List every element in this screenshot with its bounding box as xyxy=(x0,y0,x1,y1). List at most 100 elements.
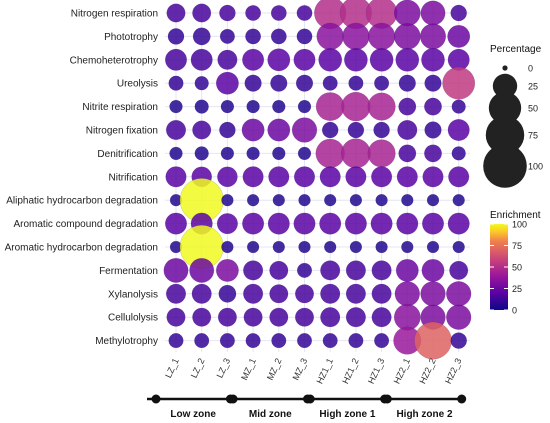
bubble xyxy=(345,260,366,281)
color-legend-label: 75 xyxy=(512,241,522,251)
bubble xyxy=(297,146,312,161)
row-label: Xylanolysis xyxy=(108,289,158,300)
color-legend-title: Enrichment xyxy=(490,210,541,221)
color-legend-label: 100 xyxy=(512,220,527,230)
bubble xyxy=(217,166,238,188)
bubble xyxy=(371,260,392,281)
bubble xyxy=(272,99,286,114)
bubble xyxy=(168,333,184,349)
bubble xyxy=(393,0,421,27)
bubble xyxy=(446,304,472,330)
bubble xyxy=(449,260,469,280)
bubble xyxy=(291,117,318,143)
bubble xyxy=(216,213,238,235)
bubble xyxy=(370,212,393,235)
bubble xyxy=(165,283,187,304)
row-label: Nitrite respiration xyxy=(82,102,158,113)
bubble xyxy=(341,91,371,122)
bubble xyxy=(191,283,212,304)
bubble xyxy=(316,22,344,51)
bubble xyxy=(320,283,341,304)
bubble xyxy=(371,166,393,188)
bubble xyxy=(394,281,420,307)
bubble xyxy=(398,74,416,92)
bubble xyxy=(218,284,237,303)
bubble xyxy=(344,47,368,72)
bubble xyxy=(448,166,470,188)
bubble xyxy=(296,5,313,21)
bubble xyxy=(296,28,313,45)
column-label: HZ2_3 xyxy=(443,357,463,386)
row-label: Ureolysis xyxy=(117,79,158,90)
bubble xyxy=(165,166,187,188)
row-label: Chemoheterotrophy xyxy=(70,55,158,66)
bubble xyxy=(246,240,260,254)
bubble xyxy=(401,194,414,207)
row-label: Aromatic hydrocarbon degradation xyxy=(5,243,158,254)
bubble xyxy=(270,28,287,45)
bubble xyxy=(215,71,239,95)
color-legend-label: 25 xyxy=(512,284,522,294)
bubble xyxy=(450,4,467,22)
bubble xyxy=(244,74,262,92)
bubble xyxy=(217,49,238,70)
bubble xyxy=(369,47,394,72)
bubble xyxy=(424,97,442,116)
bubble xyxy=(272,240,285,254)
bubble xyxy=(452,194,465,207)
column-label: MZ_1 xyxy=(239,357,258,382)
bubble xyxy=(420,281,446,307)
bubble xyxy=(396,212,419,235)
bubble xyxy=(165,119,187,141)
bubble xyxy=(421,258,445,282)
bubble xyxy=(295,307,314,327)
zone-label: Low zone xyxy=(170,409,216,420)
bubble xyxy=(342,22,370,51)
size-legend-label: 75 xyxy=(528,131,538,141)
bubble xyxy=(246,99,260,114)
row-label: Fermentation xyxy=(99,266,158,277)
bubble xyxy=(424,121,442,139)
bubbles xyxy=(163,0,476,360)
bubble xyxy=(324,240,337,254)
bubble xyxy=(340,138,371,169)
bubble xyxy=(246,146,260,161)
size-legend-label: 0 xyxy=(528,64,533,74)
bubble xyxy=(220,146,235,161)
bubble xyxy=(165,48,187,71)
bubble xyxy=(190,48,213,71)
bubble xyxy=(451,99,466,114)
bubble xyxy=(371,307,392,328)
bubble xyxy=(371,283,392,304)
bubble xyxy=(219,121,236,139)
zone-label: Mid zone xyxy=(249,409,292,420)
column-label: LZ_3 xyxy=(214,357,232,380)
color-legend-label: 0 xyxy=(512,306,517,316)
bubble xyxy=(166,3,186,23)
bubble xyxy=(245,333,261,349)
bubble xyxy=(192,307,212,327)
bubble xyxy=(322,333,338,349)
color-legend-label: 50 xyxy=(512,263,522,273)
row-label: Nitrification xyxy=(109,172,158,183)
column-label: HZ2_2 xyxy=(417,357,437,386)
bubble xyxy=(345,166,367,188)
bubble xyxy=(450,332,467,349)
column-label: HZ2_1 xyxy=(392,357,412,386)
bubble xyxy=(245,28,262,45)
row-label: Phototrophy xyxy=(104,32,158,43)
zone-endpoint xyxy=(457,394,467,404)
zone-endpoint xyxy=(228,394,238,404)
size-legend-circle xyxy=(502,65,508,71)
row-label: Nitrogen fixation xyxy=(86,126,158,137)
bubble xyxy=(426,240,440,254)
bubble xyxy=(295,284,314,304)
bubble xyxy=(168,75,184,91)
column-labels: LZ_1 LZ_2 LZ_3 MZ_1 MZ_2 MZ_3 HZ1_1 HZ1_2 HZ1_3 H… xyxy=(163,357,463,386)
bubble xyxy=(241,118,265,142)
column-label: HZ1_3 xyxy=(366,357,386,386)
bubble xyxy=(414,321,452,360)
zone-label: High zone 2 xyxy=(396,409,453,420)
zone-endpoint xyxy=(382,394,392,404)
bubble xyxy=(424,74,442,92)
